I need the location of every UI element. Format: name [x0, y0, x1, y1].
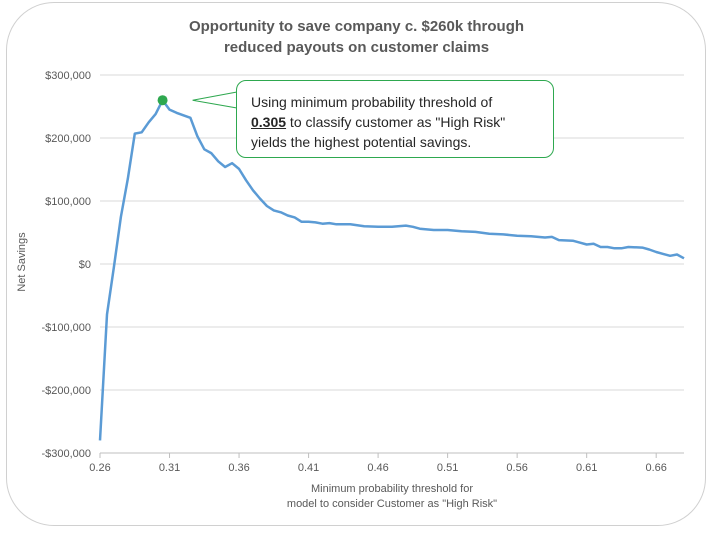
y-tick-label: -$300,000 [41, 448, 91, 460]
annotation-callout: Using minimum probability threshold of 0… [236, 80, 554, 158]
x-tick-label: 0.26 [89, 462, 110, 474]
x-tick-label: 0.56 [506, 462, 527, 474]
y-tick-label: $300,000 [45, 70, 91, 82]
x-tick-label: 0.41 [298, 462, 319, 474]
y-axis-label: Net Savings [16, 232, 28, 292]
x-axis-label: Minimum probability threshold for model … [0, 482, 713, 512]
annotation-line-3: yields the highest potential savings. [251, 134, 472, 150]
x-tick-label: 0.66 [645, 462, 666, 474]
chart-title-line-2: reduced payouts on customer claims [223, 39, 490, 56]
chart-title-line-1: Opportunity to save company c. $260k thr… [188, 18, 525, 35]
grid-lines [99, 74, 684, 458]
annotation-line-2: to classify customer as "High Risk" [286, 114, 506, 130]
y-tick-label: $200,000 [45, 133, 91, 145]
y-tick-label: -$100,000 [41, 322, 91, 334]
y-tick-label: $100,000 [45, 196, 91, 208]
x-tick-label: 0.61 [576, 462, 597, 474]
x-tick-label: 0.36 [228, 462, 249, 474]
x-axis-label-line-2: model to consider Customer as "High Risk… [286, 498, 498, 510]
callout-connector [192, 91, 238, 109]
x-tick-label: 0.51 [437, 462, 458, 474]
max-savings-point [157, 95, 168, 106]
chart-title: Opportunity to save company c. $260k thr… [0, 16, 713, 58]
y-tick-label: $0 [79, 259, 91, 271]
x-axis-label-line-1: Minimum probability threshold for [310, 483, 473, 495]
y-tick-label: -$200,000 [41, 385, 91, 397]
annotation-threshold-value: 0.305 [251, 114, 287, 130]
net-savings-line [98, 98, 685, 441]
x-tick-label: 0.31 [159, 462, 180, 474]
annotation-line-1: Using minimum probability threshold of [251, 94, 493, 110]
y-tick-labels: $300,000 $200,000 $100,000 $0 -$100,000 -$200… [41, 70, 91, 460]
x-tick-label: 0.46 [367, 462, 388, 474]
x-tick-labels: 0.26 0.31 0.36 0.41 0.46 0.51 0.56 0.61 0.66 [89, 462, 667, 474]
